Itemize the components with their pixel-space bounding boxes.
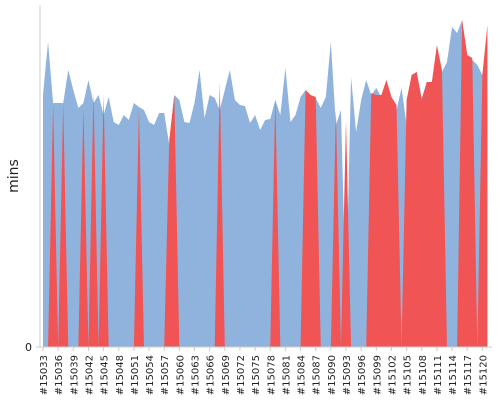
- x-tick-label: #15093: [342, 355, 353, 395]
- x-tick-label: #15120: [478, 355, 489, 395]
- x-tick-label: #15072: [236, 355, 247, 395]
- x-tick-label: #15033: [39, 355, 50, 395]
- x-tick-label: #15066: [206, 355, 217, 395]
- x-tick-label: #15096: [357, 355, 368, 395]
- y-tick-label: 0: [25, 341, 32, 354]
- x-tick-label: #15081: [281, 355, 292, 395]
- x-tick-label: #15063: [191, 355, 202, 395]
- x-tick-label: #15108: [418, 355, 429, 395]
- x-tick-label: #15099: [372, 355, 383, 395]
- x-tick-label: #15069: [221, 355, 232, 395]
- x-tick-label: #15036: [54, 355, 65, 395]
- x-tick-label: #15111: [433, 355, 444, 395]
- x-tick-label: #15048: [115, 355, 126, 395]
- x-tick-label: #15078: [266, 355, 277, 395]
- x-tick-label: #15090: [327, 355, 338, 395]
- y-axis-label: mins: [6, 159, 22, 193]
- x-tick-label: #15045: [100, 355, 111, 395]
- x-tick-label: #15117: [463, 355, 474, 395]
- x-tick-label: #15084: [297, 355, 308, 395]
- x-tick-label: #15087: [312, 355, 323, 395]
- x-tick-label: #15042: [84, 355, 95, 395]
- x-tick-label: #15060: [175, 355, 186, 395]
- x-tick-label: #15057: [160, 355, 171, 395]
- x-tick-label: #15054: [145, 355, 156, 395]
- x-tick-label: #15114: [448, 355, 459, 395]
- x-tick-label: #15075: [251, 355, 262, 395]
- area: [43, 20, 488, 347]
- x-tick-label: #15039: [69, 355, 80, 395]
- x-tick-label: #15102: [387, 355, 398, 395]
- x-tick-label: #15105: [403, 355, 414, 395]
- x-tick-label: #15051: [130, 355, 141, 395]
